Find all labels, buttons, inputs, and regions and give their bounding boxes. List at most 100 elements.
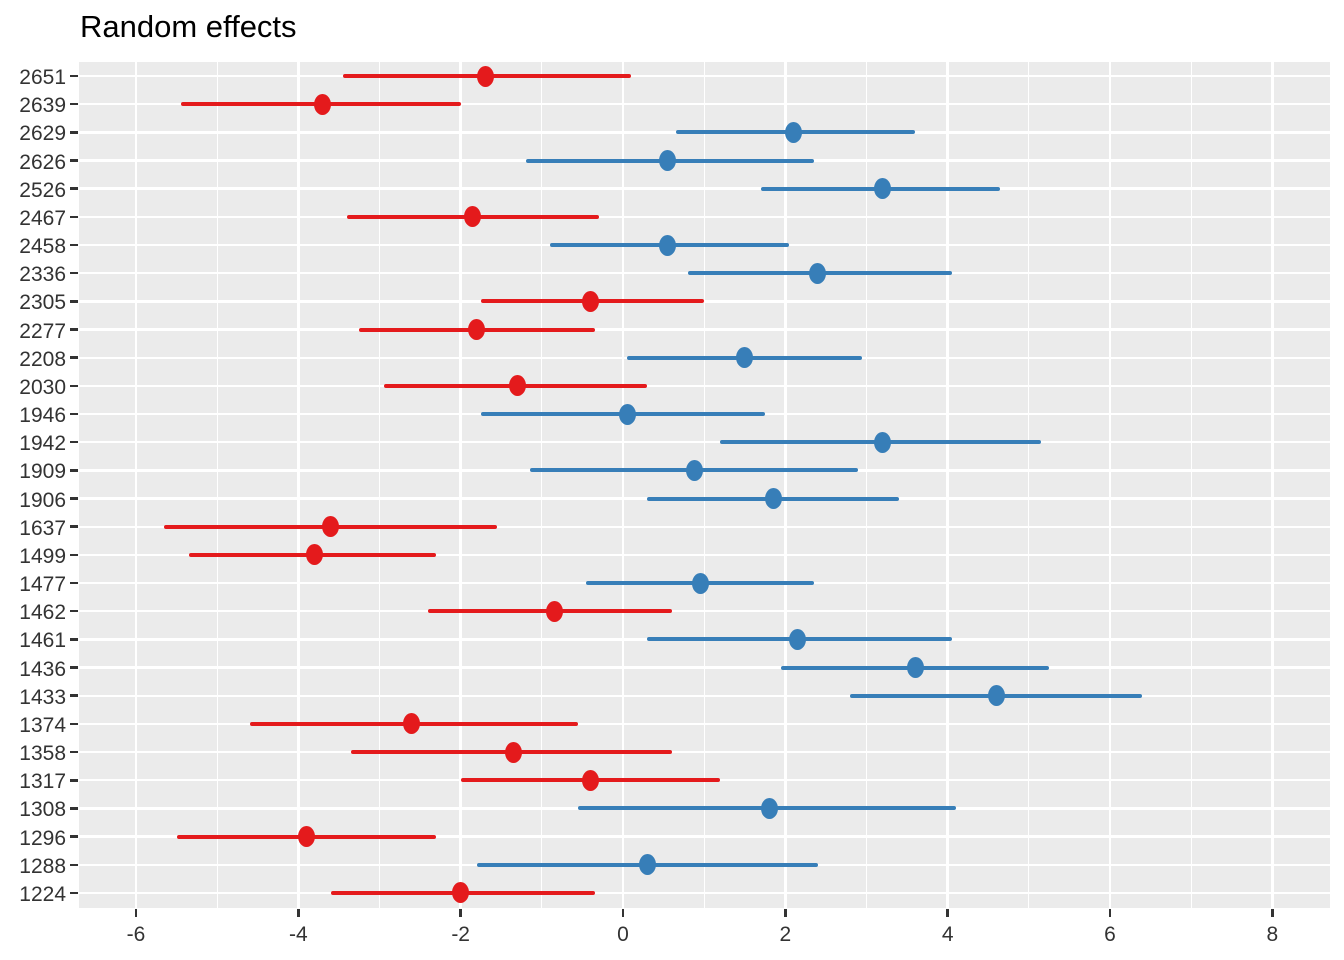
x-tick-mark: [1108, 909, 1112, 917]
estimate-point: [545, 600, 563, 622]
y-tick-mark: [70, 722, 78, 726]
y-tick-mark: [70, 779, 78, 782]
estimate-point: [314, 93, 332, 115]
y-tick-mark: [70, 243, 78, 247]
estimate-point: [874, 178, 892, 200]
y-tick-label: 1461: [19, 629, 66, 653]
estimate-point: [659, 234, 677, 256]
y-tick-label: 2626: [19, 150, 66, 174]
y-tick-mark: [70, 74, 78, 78]
y-tick-mark: [70, 694, 78, 697]
y-tick-mark: [70, 131, 78, 134]
y-tick-label: 1433: [19, 685, 66, 709]
major-gridline-vertical: [297, 62, 300, 908]
major-gridline-vertical: [1271, 62, 1274, 908]
major-gridline-vertical: [946, 62, 949, 908]
y-tick-label: 1296: [19, 826, 66, 850]
y-tick-mark: [70, 384, 78, 388]
major-gridline-horizontal: [79, 102, 1330, 106]
major-gridline-horizontal: [79, 215, 1330, 219]
major-gridline-horizontal: [79, 553, 1330, 557]
estimate-point: [659, 150, 677, 171]
x-tick-mark: [621, 909, 625, 917]
estimate-point: [809, 262, 827, 284]
y-tick-mark: [70, 553, 78, 557]
plot-panel: [79, 62, 1330, 908]
x-tick-mark: [459, 909, 462, 917]
major-gridline-vertical: [459, 62, 462, 908]
y-tick-label: 1906: [19, 488, 66, 512]
estimate-point: [789, 628, 806, 650]
y-tick-mark: [70, 807, 78, 810]
minor-gridline-vertical: [541, 62, 543, 908]
estimate-point: [906, 657, 924, 679]
y-tick-label: 2336: [19, 263, 66, 287]
estimate-point: [987, 685, 1005, 707]
minor-gridline-vertical: [216, 62, 218, 908]
major-gridline-horizontal: [79, 384, 1330, 388]
estimate-point: [582, 290, 600, 312]
major-gridline-vertical: [621, 62, 625, 908]
estimate-point: [691, 572, 709, 594]
major-gridline-horizontal: [79, 74, 1330, 78]
minor-gridline-vertical: [865, 62, 868, 908]
estimate-point: [685, 459, 703, 481]
y-tick-label: 1462: [19, 601, 66, 625]
x-tick-label: 2: [779, 923, 792, 946]
estimate-point: [464, 206, 482, 228]
y-tick-mark: [70, 356, 78, 359]
y-tick-label: 1477: [19, 573, 66, 597]
major-gridline-vertical: [134, 62, 138, 908]
y-tick-label: 1374: [19, 713, 66, 737]
y-tick-mark: [70, 102, 78, 106]
major-gridline-horizontal: [79, 835, 1330, 838]
x-tick-mark: [134, 909, 138, 917]
y-tick-label: 2629: [19, 122, 66, 146]
major-gridline-horizontal: [79, 891, 1330, 895]
y-tick-label: 1946: [19, 404, 66, 428]
y-tick-mark: [70, 300, 78, 303]
x-tick-mark: [1271, 909, 1274, 917]
y-tick-mark: [70, 638, 78, 641]
y-tick-label: 2208: [19, 347, 66, 371]
estimate-point: [760, 797, 778, 819]
y-tick-mark: [70, 215, 78, 219]
y-tick-label: 2526: [19, 178, 66, 202]
y-tick-label: 2305: [19, 291, 66, 315]
estimate-point: [582, 769, 600, 791]
y-tick-mark: [70, 159, 78, 162]
estimate-point: [322, 516, 340, 538]
estimate-point: [784, 121, 802, 143]
major-gridline-horizontal: [79, 187, 1330, 190]
y-tick-mark: [70, 609, 78, 613]
y-tick-mark: [70, 497, 78, 500]
y-tick-mark: [70, 271, 78, 275]
y-tick-label: 2277: [19, 319, 66, 343]
x-tick-label: 0: [617, 923, 629, 946]
y-tick-mark: [70, 863, 78, 866]
x-tick-label: 8: [1266, 923, 1279, 946]
x-tick-mark: [946, 909, 949, 917]
y-tick-mark: [70, 835, 78, 838]
x-tick-mark: [297, 909, 300, 917]
major-gridline-horizontal: [79, 610, 1330, 613]
estimate-point: [874, 431, 892, 453]
estimate-point: [468, 319, 486, 341]
estimate-point: [403, 713, 421, 735]
y-tick-label: 1637: [19, 516, 66, 540]
y-tick-label: 1499: [19, 544, 66, 568]
major-gridline-horizontal: [79, 441, 1330, 444]
y-tick-mark: [70, 525, 78, 528]
estimate-point: [638, 854, 656, 876]
y-tick-mark: [70, 891, 78, 895]
y-tick-mark: [70, 581, 78, 585]
y-tick-mark: [70, 412, 78, 416]
y-tick-label: 1358: [19, 742, 66, 766]
y-tick-label: 1224: [19, 882, 66, 906]
estimate-point: [306, 544, 324, 566]
estimate-point: [452, 882, 470, 904]
major-gridline-vertical: [1108, 62, 1112, 908]
minor-gridline-vertical: [703, 62, 705, 908]
x-tick-label: -2: [451, 923, 470, 946]
y-tick-label: 1308: [19, 798, 66, 822]
